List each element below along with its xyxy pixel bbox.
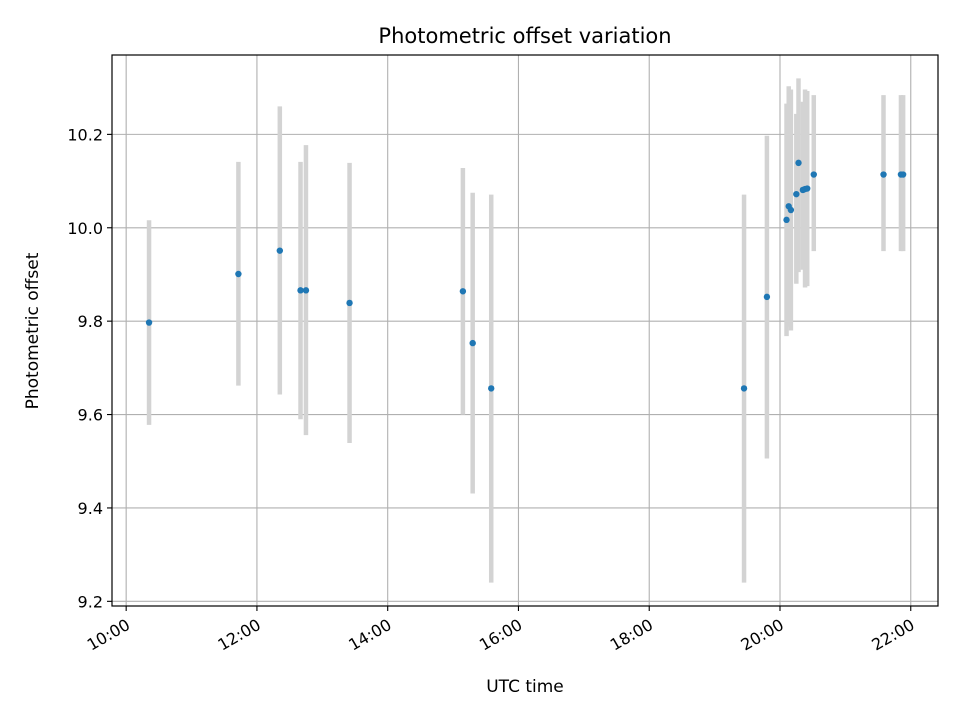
data-point bbox=[488, 385, 495, 392]
data-point bbox=[810, 171, 817, 178]
data-point bbox=[793, 190, 800, 198]
y-tick-label: 9.4 bbox=[78, 499, 103, 518]
data-point bbox=[297, 287, 304, 294]
y-tick-label: 10.0 bbox=[67, 219, 103, 238]
y-tick-label: 9.6 bbox=[78, 406, 103, 425]
data-point bbox=[783, 216, 790, 224]
data-point bbox=[795, 159, 802, 167]
data-point bbox=[787, 206, 795, 214]
x-axis-title: UTC time bbox=[486, 677, 564, 697]
y-tick-label: 9.8 bbox=[78, 312, 103, 331]
data-point bbox=[763, 293, 771, 301]
y-tick-label: 9.2 bbox=[78, 592, 103, 611]
data-point bbox=[740, 385, 748, 392]
data-point bbox=[880, 171, 887, 178]
y-axis: 9.2 9.4 9.6 9.8 10.0 10.2 bbox=[67, 125, 112, 611]
data-point bbox=[302, 287, 310, 294]
y-axis-title: Photometric offset bbox=[23, 252, 43, 409]
chart-title: Photometric offset variation bbox=[378, 24, 671, 48]
data-point bbox=[804, 185, 811, 192]
data-point bbox=[276, 247, 284, 254]
plot-frame bbox=[111, 54, 939, 607]
data-points bbox=[145, 159, 907, 392]
data-point bbox=[459, 288, 467, 295]
data-point bbox=[346, 299, 353, 307]
data-point bbox=[469, 339, 476, 347]
y-tick-label: 10.2 bbox=[67, 125, 103, 144]
data-point bbox=[235, 270, 242, 278]
data-point bbox=[145, 319, 153, 326]
grid bbox=[112, 55, 938, 606]
data-point bbox=[899, 171, 907, 178]
